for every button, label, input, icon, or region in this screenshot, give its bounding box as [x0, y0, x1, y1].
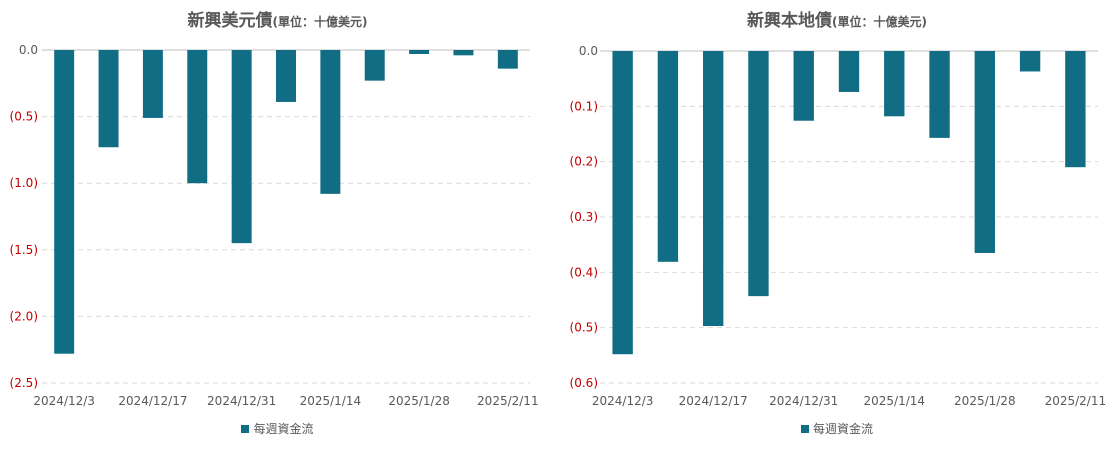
- bar: [1019, 51, 1041, 72]
- chart-title-main: 新興本地債: [747, 11, 832, 31]
- y-tick-label: (0.2): [570, 155, 598, 169]
- x-tick-label: 2024/12/31: [769, 394, 838, 408]
- bar: [98, 50, 119, 148]
- y-tick-label: (1.0): [10, 176, 38, 190]
- chart-panel-usd-bonds: 新興美元債(單位：十億美元) 0.0 (0.5) (1.0) (1.5) (2.0) (2…: [0, 0, 555, 449]
- legend-label: 每週資金流: [812, 422, 873, 436]
- legend-label: 每週資金流: [253, 422, 314, 436]
- y-tick-label: (2.0): [10, 309, 38, 323]
- legend-swatch: [800, 424, 809, 433]
- chart-legend: 每週資金流: [0, 420, 555, 437]
- chart-title-unit: (單位：十億美元): [832, 15, 927, 29]
- bar: [409, 50, 430, 54]
- x-tick-label: 2025/2/11: [1045, 394, 1107, 408]
- chart-title-main: 新興美元債: [187, 11, 273, 31]
- x-tick-label: 2024/12/17: [679, 394, 748, 408]
- bar: [702, 51, 724, 327]
- chart-title-unit: (單位：十億美元): [272, 15, 368, 29]
- y-tick-label: (0.6): [570, 376, 598, 390]
- y-tick-label: (0.1): [570, 99, 598, 113]
- bar: [1065, 51, 1086, 168]
- y-tick-label: (0.5): [570, 321, 598, 335]
- bar: [142, 50, 163, 118]
- y-tick-label: 0.0: [579, 44, 598, 58]
- y-tick-label: (2.5): [10, 376, 38, 390]
- y-tick-label: 0.0: [19, 43, 38, 57]
- x-tick-label: 2024/12/3: [33, 394, 95, 408]
- bar: [497, 50, 518, 69]
- bar: [276, 50, 296, 102]
- bar: [231, 50, 252, 244]
- x-tick-label: 2024/12/3: [592, 394, 654, 408]
- bar: [453, 50, 474, 56]
- x-tick-label: 2025/1/14: [300, 394, 362, 408]
- chart-legend: 每週資金流: [558, 420, 1116, 437]
- bar: [748, 51, 769, 297]
- bar: [187, 50, 208, 184]
- y-tick-label: (0.3): [570, 210, 598, 224]
- legend-swatch: [241, 424, 250, 433]
- bar: [612, 51, 633, 355]
- bar: [884, 51, 905, 117]
- y-tick-label: (1.5): [10, 243, 38, 257]
- chart-title: 新興美元債(單位：十億美元): [0, 6, 555, 31]
- x-tick-label: 2024/12/31: [207, 394, 276, 408]
- y-tick-label: (0.5): [10, 110, 38, 124]
- bar-chart-usd-bonds: 0.0 (0.5) (1.0) (1.5) (2.0) (2.5) 2024/12/3 202…: [10, 43, 539, 408]
- x-tick-label: 2025/2/11: [477, 394, 539, 408]
- bar: [974, 51, 996, 253]
- bar: [929, 51, 950, 138]
- chart-title: 新興本地債(單位：十億美元): [558, 6, 1116, 31]
- y-tick-label: (0.4): [570, 265, 598, 279]
- chart-panel-local-bonds: 新興本地債(單位：十億美元) 0.0 (0.1) (0.2) (0.3) (0.4) (0…: [558, 0, 1116, 449]
- x-tick-label: 2025/1/28: [954, 394, 1016, 408]
- x-tick-label: 2025/1/28: [388, 394, 450, 408]
- bar: [838, 51, 860, 92]
- bar: [54, 50, 75, 354]
- x-tick-label: 2024/12/17: [118, 394, 187, 408]
- bar: [657, 51, 679, 262]
- bar-chart-local-bonds: 0.0 (0.1) (0.2) (0.3) (0.4) (0.5) (0.6) 2024/12…: [570, 44, 1107, 408]
- x-tick-label: 2025/1/14: [864, 394, 926, 408]
- bar: [793, 51, 814, 121]
- bar: [320, 50, 341, 194]
- bar: [364, 50, 385, 81]
